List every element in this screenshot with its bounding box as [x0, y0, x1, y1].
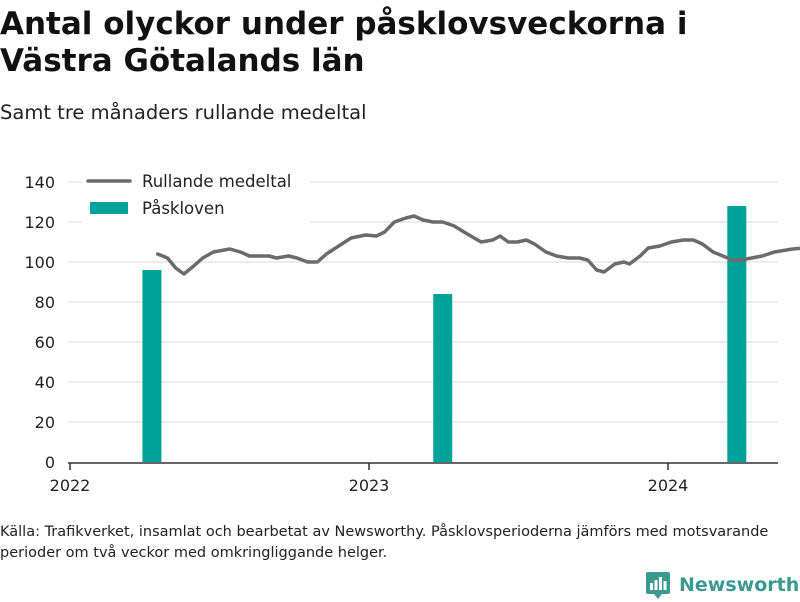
y-tick-label: 60	[35, 333, 55, 352]
legend-bar-swatch	[90, 202, 128, 214]
bar	[433, 294, 453, 462]
y-tick-label: 20	[35, 413, 55, 432]
y-tick-label: 100	[24, 253, 55, 272]
bar	[142, 270, 162, 462]
source-note: Källa: Trafikverket, insamlat och bearbe…	[0, 524, 769, 561]
chart-title: Antal olyckor under påsklovsveckorna i V…	[0, 6, 688, 79]
y-tick-label: 40	[35, 373, 55, 392]
y-tick-label: 80	[35, 293, 55, 312]
y-tick-label: 0	[45, 453, 55, 472]
x-tick-label: 2022	[50, 476, 91, 495]
chart-subtitle: Samt tre månaders rullande medeltal	[0, 101, 367, 124]
x-tick-label: 2024	[648, 476, 689, 495]
legend-label: Påskloven	[142, 199, 225, 218]
bar	[727, 206, 747, 462]
x-tick-label: 2023	[349, 476, 390, 495]
y-tick-label: 120	[24, 213, 55, 232]
brand-name: Newsworthy	[679, 574, 800, 596]
newsworthy-logo: Newsworthy	[645, 568, 800, 602]
rolling-average-line	[155, 214, 800, 276]
y-tick-label: 140	[24, 173, 55, 192]
legend-label: Rullande medeltal	[142, 172, 291, 191]
chart: 0 20 40 60 80 100 120 140 2022 2023 2024 Rullande m…	[24, 168, 800, 495]
legend-background	[82, 168, 310, 226]
newsworthy-logo-icon	[646, 572, 670, 599]
